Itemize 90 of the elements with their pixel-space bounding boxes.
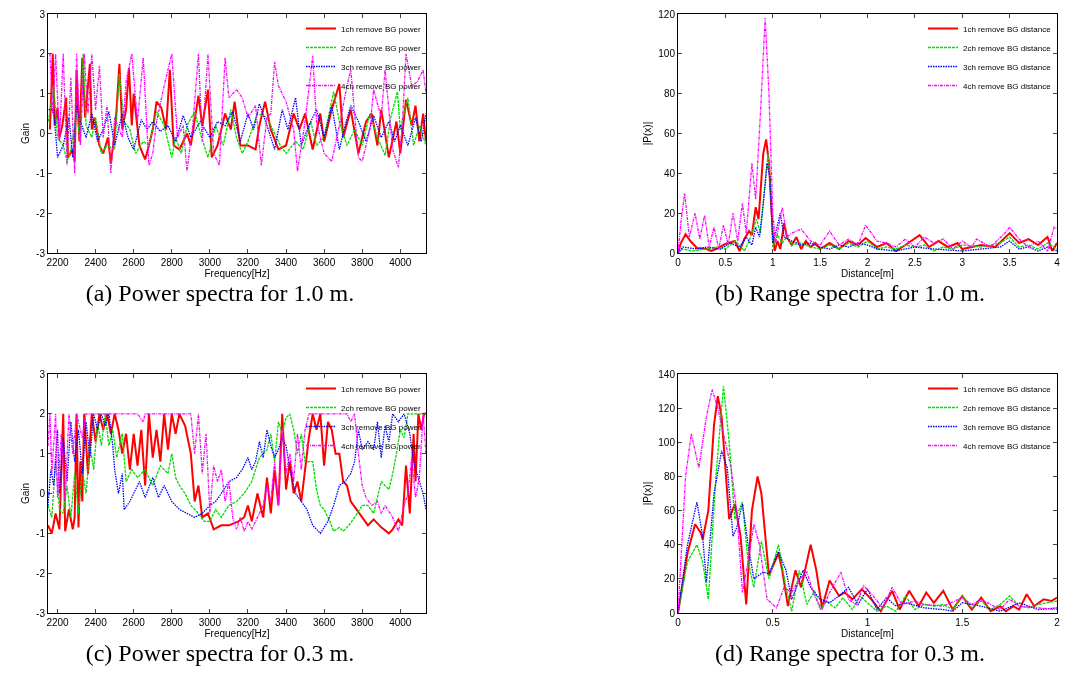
line-series	[678, 17, 1057, 253]
legend-label: 4ch remove BG distance	[963, 441, 1052, 451]
y-axis-title: |P(x)|	[642, 481, 654, 506]
y-tick-label: 2	[39, 48, 46, 60]
y-tick-label: -1	[36, 167, 46, 179]
y-tick-label: 0	[39, 128, 46, 139]
y-tick-label: 80	[663, 470, 676, 482]
x-tick-label: 2800	[160, 617, 184, 628]
x-axis-title: Distance[m]	[841, 268, 895, 279]
y-tick-label: 100	[658, 436, 676, 448]
x-axis-title: Frequency[Hz]	[204, 628, 270, 639]
y-tick-label: 0	[669, 607, 676, 619]
y-tick-label: 60	[663, 128, 676, 139]
legend-label: 1ch remove BG power	[341, 24, 421, 34]
y-axis-title: |P(x)|	[642, 121, 654, 146]
line-series	[678, 450, 1057, 613]
y-tick-label: -2	[36, 207, 46, 219]
x-tick-label: 3.5	[1002, 257, 1018, 268]
legend-label: 4ch remove BG power	[341, 81, 421, 91]
y-axis-title: Gain	[20, 122, 32, 145]
legend-label: 4ch remove BG distance	[963, 81, 1052, 91]
x-tick-label: 2400	[84, 257, 108, 268]
x-tick-label: 3200	[236, 257, 260, 268]
x-tick-label: 4000	[389, 257, 412, 268]
legend-label: 1ch remove BG distance	[963, 24, 1052, 34]
y-tick-label: 3	[39, 368, 46, 380]
y-tick-label: 0	[39, 488, 46, 499]
legend-label: 1ch remove BG power	[341, 384, 421, 394]
y-tick-label: -3	[36, 607, 46, 619]
legend-label: 3ch remove BG distance	[963, 62, 1052, 72]
x-axis-title: Distance[m]	[841, 628, 895, 639]
x-tick-label: 1	[864, 617, 871, 628]
y-tick-label: 2	[39, 408, 46, 420]
legend-label: 2ch remove BG power	[341, 403, 421, 413]
x-tick-label: 3000	[198, 617, 222, 628]
legend-label: 1ch remove BG distance	[963, 384, 1052, 394]
y-tick-label: 20	[663, 573, 676, 585]
x-tick-label: 1.5	[813, 257, 828, 268]
legend-label: 3ch remove BG power	[341, 62, 421, 72]
y-tick-label: -2	[36, 567, 46, 579]
x-tick-label: 3400	[274, 617, 298, 628]
y-tick-label: 0	[669, 247, 676, 259]
x-tick-label: 3600	[312, 257, 336, 268]
y-tick-label: 1	[39, 448, 46, 460]
x-tick-label: 2800	[160, 257, 184, 268]
x-tick-label: 1.5	[955, 617, 970, 628]
x-tick-label: 2600	[122, 257, 146, 268]
text: (a) Power spectra for 1.0 m.	[84, 280, 356, 307]
x-tick-label: 0.5	[765, 617, 781, 628]
x-tick-label: 3000	[198, 257, 222, 268]
text: (d) Range spectra for 0.3 m.	[714, 640, 986, 667]
y-tick-label: 1	[39, 88, 46, 100]
text: (b) Range spectra for 1.0 m.	[714, 280, 986, 307]
x-tick-label: 2400	[84, 617, 108, 628]
y-tick-label: -1	[36, 527, 46, 539]
x-tick-label: 2	[1054, 617, 1061, 628]
legend-label: 2ch remove BG distance	[963, 403, 1052, 413]
x-axis-title: Frequency[Hz]	[204, 268, 270, 279]
x-tick-label: 2.5	[907, 257, 923, 268]
x-tick-label: 2600	[122, 617, 146, 628]
x-tick-label: 3400	[274, 257, 298, 268]
y-tick-label: 140	[658, 368, 676, 380]
x-tick-label: 4	[1054, 257, 1061, 268]
line-series	[48, 97, 426, 159]
y-tick-label: 40	[663, 539, 676, 551]
x-tick-label: 2200	[46, 617, 70, 628]
x-tick-label: 0.5	[718, 257, 733, 268]
y-axis-title: Gain	[20, 482, 32, 505]
x-tick-label: 4000	[389, 617, 412, 628]
x-tick-label: 3600	[312, 617, 336, 628]
y-tick-label: 40	[663, 167, 676, 179]
y-tick-label: 100	[658, 48, 676, 60]
x-tick-label: 1	[769, 257, 776, 268]
legend-label: 3ch remove BG distance	[963, 422, 1052, 432]
x-tick-label: 3200	[236, 617, 260, 628]
legend-label: 2ch remove BG distance	[963, 43, 1052, 53]
x-tick-label: 3	[959, 257, 966, 268]
y-tick-label: 60	[663, 505, 676, 517]
text: (c) Power spectra for 0.3 m.	[84, 640, 356, 667]
x-tick-label: 2	[864, 257, 871, 268]
y-tick-label: 120	[658, 402, 676, 414]
x-tick-label: 2200	[46, 257, 70, 268]
x-tick-label: 3800	[351, 257, 374, 268]
y-tick-label: 3	[39, 8, 46, 20]
y-tick-label: -3	[36, 247, 46, 259]
y-tick-label: 80	[663, 88, 676, 100]
x-tick-label: 3800	[351, 617, 374, 628]
legend-label: 2ch remove BG power	[341, 43, 421, 53]
y-tick-label: 20	[663, 207, 676, 219]
y-tick-label: 120	[658, 8, 676, 20]
